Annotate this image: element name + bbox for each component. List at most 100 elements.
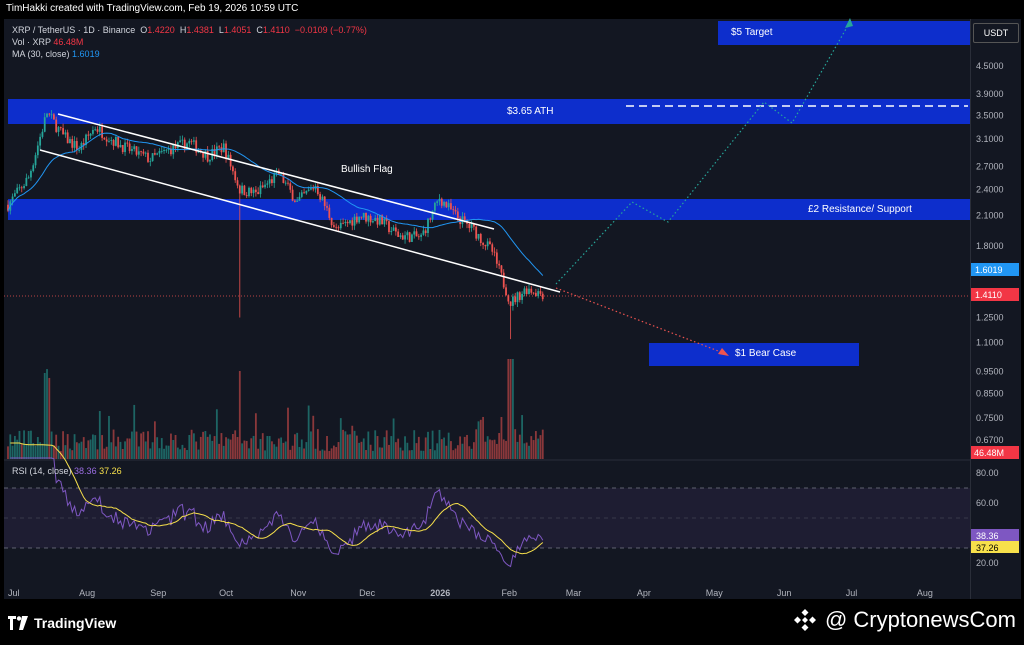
binance-diamond-icon [793, 609, 816, 631]
volume-bar [215, 409, 218, 459]
candle-body [284, 182, 287, 184]
candle-body [248, 187, 250, 197]
candle-body [227, 154, 230, 159]
candle-body [330, 217, 333, 226]
volume-bar [170, 433, 172, 459]
close-price-tag-text: 1.4110 [975, 290, 1002, 300]
volume-bar [71, 450, 74, 459]
candle-body [415, 231, 418, 237]
candle-body [257, 192, 260, 195]
candle-body [399, 235, 402, 237]
volume-bar [128, 438, 131, 459]
legend-volume[interactable]: Vol · XRP 46.48M [12, 37, 83, 47]
legend-rsi[interactable]: RSI (14, close) 38.36 37.26 [12, 466, 122, 476]
candle-body [259, 185, 262, 195]
candle-body [193, 140, 195, 142]
candle-body [101, 126, 103, 138]
candle-body [114, 137, 117, 146]
volume-bar [479, 419, 482, 459]
volume-bar [383, 437, 386, 459]
candle-body [512, 296, 514, 306]
candle-body [486, 241, 489, 247]
volume-bar [461, 443, 464, 459]
candle-body [34, 155, 37, 166]
volume-bar [518, 434, 521, 459]
candle-body [16, 187, 19, 194]
volume-bar [413, 430, 416, 459]
candle-body [291, 189, 294, 201]
legend-low: 1.4051 [223, 25, 252, 35]
candle-body [378, 215, 381, 225]
candle-body [119, 144, 122, 148]
candle-body [443, 201, 445, 206]
candle-body [78, 150, 81, 151]
candle-body [323, 196, 326, 207]
volume-bar [323, 450, 326, 459]
candle-body [32, 165, 35, 172]
volume-bar [502, 439, 505, 459]
volume-bar [13, 435, 16, 459]
candle-body [452, 209, 455, 211]
volume-bar [25, 444, 28, 459]
candle-body [241, 185, 243, 194]
currency-button[interactable]: USDT [973, 23, 1019, 43]
volume-bar [135, 431, 138, 459]
candle-body [158, 150, 161, 154]
candle-body [89, 133, 92, 136]
price-axis[interactable] [970, 19, 1021, 599]
price-tick-label: 3.5000 [976, 110, 1004, 120]
candle-body [422, 230, 425, 235]
price-tick-label: 1.2500 [976, 313, 1004, 323]
volume-bar [521, 415, 523, 459]
candle-body [525, 288, 528, 294]
volume-bar [454, 448, 457, 459]
candle-body [264, 184, 266, 188]
legend-ma[interactable]: MA (30, close) 1.6019 [12, 49, 100, 59]
legend-rsi-ma-value: 37.26 [99, 466, 122, 476]
legend-c-label: C [256, 25, 263, 35]
candle-body [438, 198, 441, 202]
volume-bar [213, 436, 216, 459]
legend-symbol[interactable]: XRP / TetherUS · 1D · Binance [12, 25, 136, 35]
volume-bar [436, 443, 439, 459]
candle-body [71, 139, 74, 148]
candle-body [342, 222, 344, 224]
candle-body [206, 150, 209, 162]
bull-projection-arrowhead [845, 18, 853, 28]
ma-price-tag [971, 263, 1019, 276]
volume-bar [225, 437, 227, 459]
candle-body [333, 225, 335, 227]
volume-bar [140, 433, 143, 459]
tradingview-logo[interactable]: TradingView [8, 615, 116, 631]
candle-body [85, 134, 87, 145]
volume-bar [420, 450, 423, 459]
time-tick-label: Dec [359, 588, 376, 598]
candle-body [445, 201, 448, 208]
volume-bar [41, 443, 44, 459]
volume-bar [7, 446, 9, 459]
candle-body [394, 227, 397, 232]
candle-body [358, 216, 361, 223]
volume-bar [523, 443, 526, 459]
time-tick-label: 2026 [430, 588, 450, 598]
volume-bar [188, 434, 191, 459]
zone-resistance-label: £2 Resistance/ Support [808, 204, 912, 215]
volume-bar [195, 441, 198, 459]
candle-body [53, 114, 55, 120]
candle-body [186, 143, 188, 150]
cryptonews-logo: @ CryptonewsCom [793, 607, 1016, 633]
volume-bar [381, 447, 383, 459]
candle-body [367, 215, 370, 222]
candle-body [463, 216, 466, 220]
candle-body [18, 187, 21, 189]
vol-tag [971, 446, 1019, 459]
candle-body [376, 217, 379, 225]
candle-body [328, 207, 331, 218]
volume-bar [316, 429, 319, 459]
volume-bar [43, 372, 46, 459]
volume-bar [473, 442, 475, 459]
candle-body [137, 151, 140, 155]
volume-bar [48, 377, 51, 459]
rsi-tag-text: 38.36 [976, 531, 999, 541]
volume-bar [144, 441, 147, 459]
